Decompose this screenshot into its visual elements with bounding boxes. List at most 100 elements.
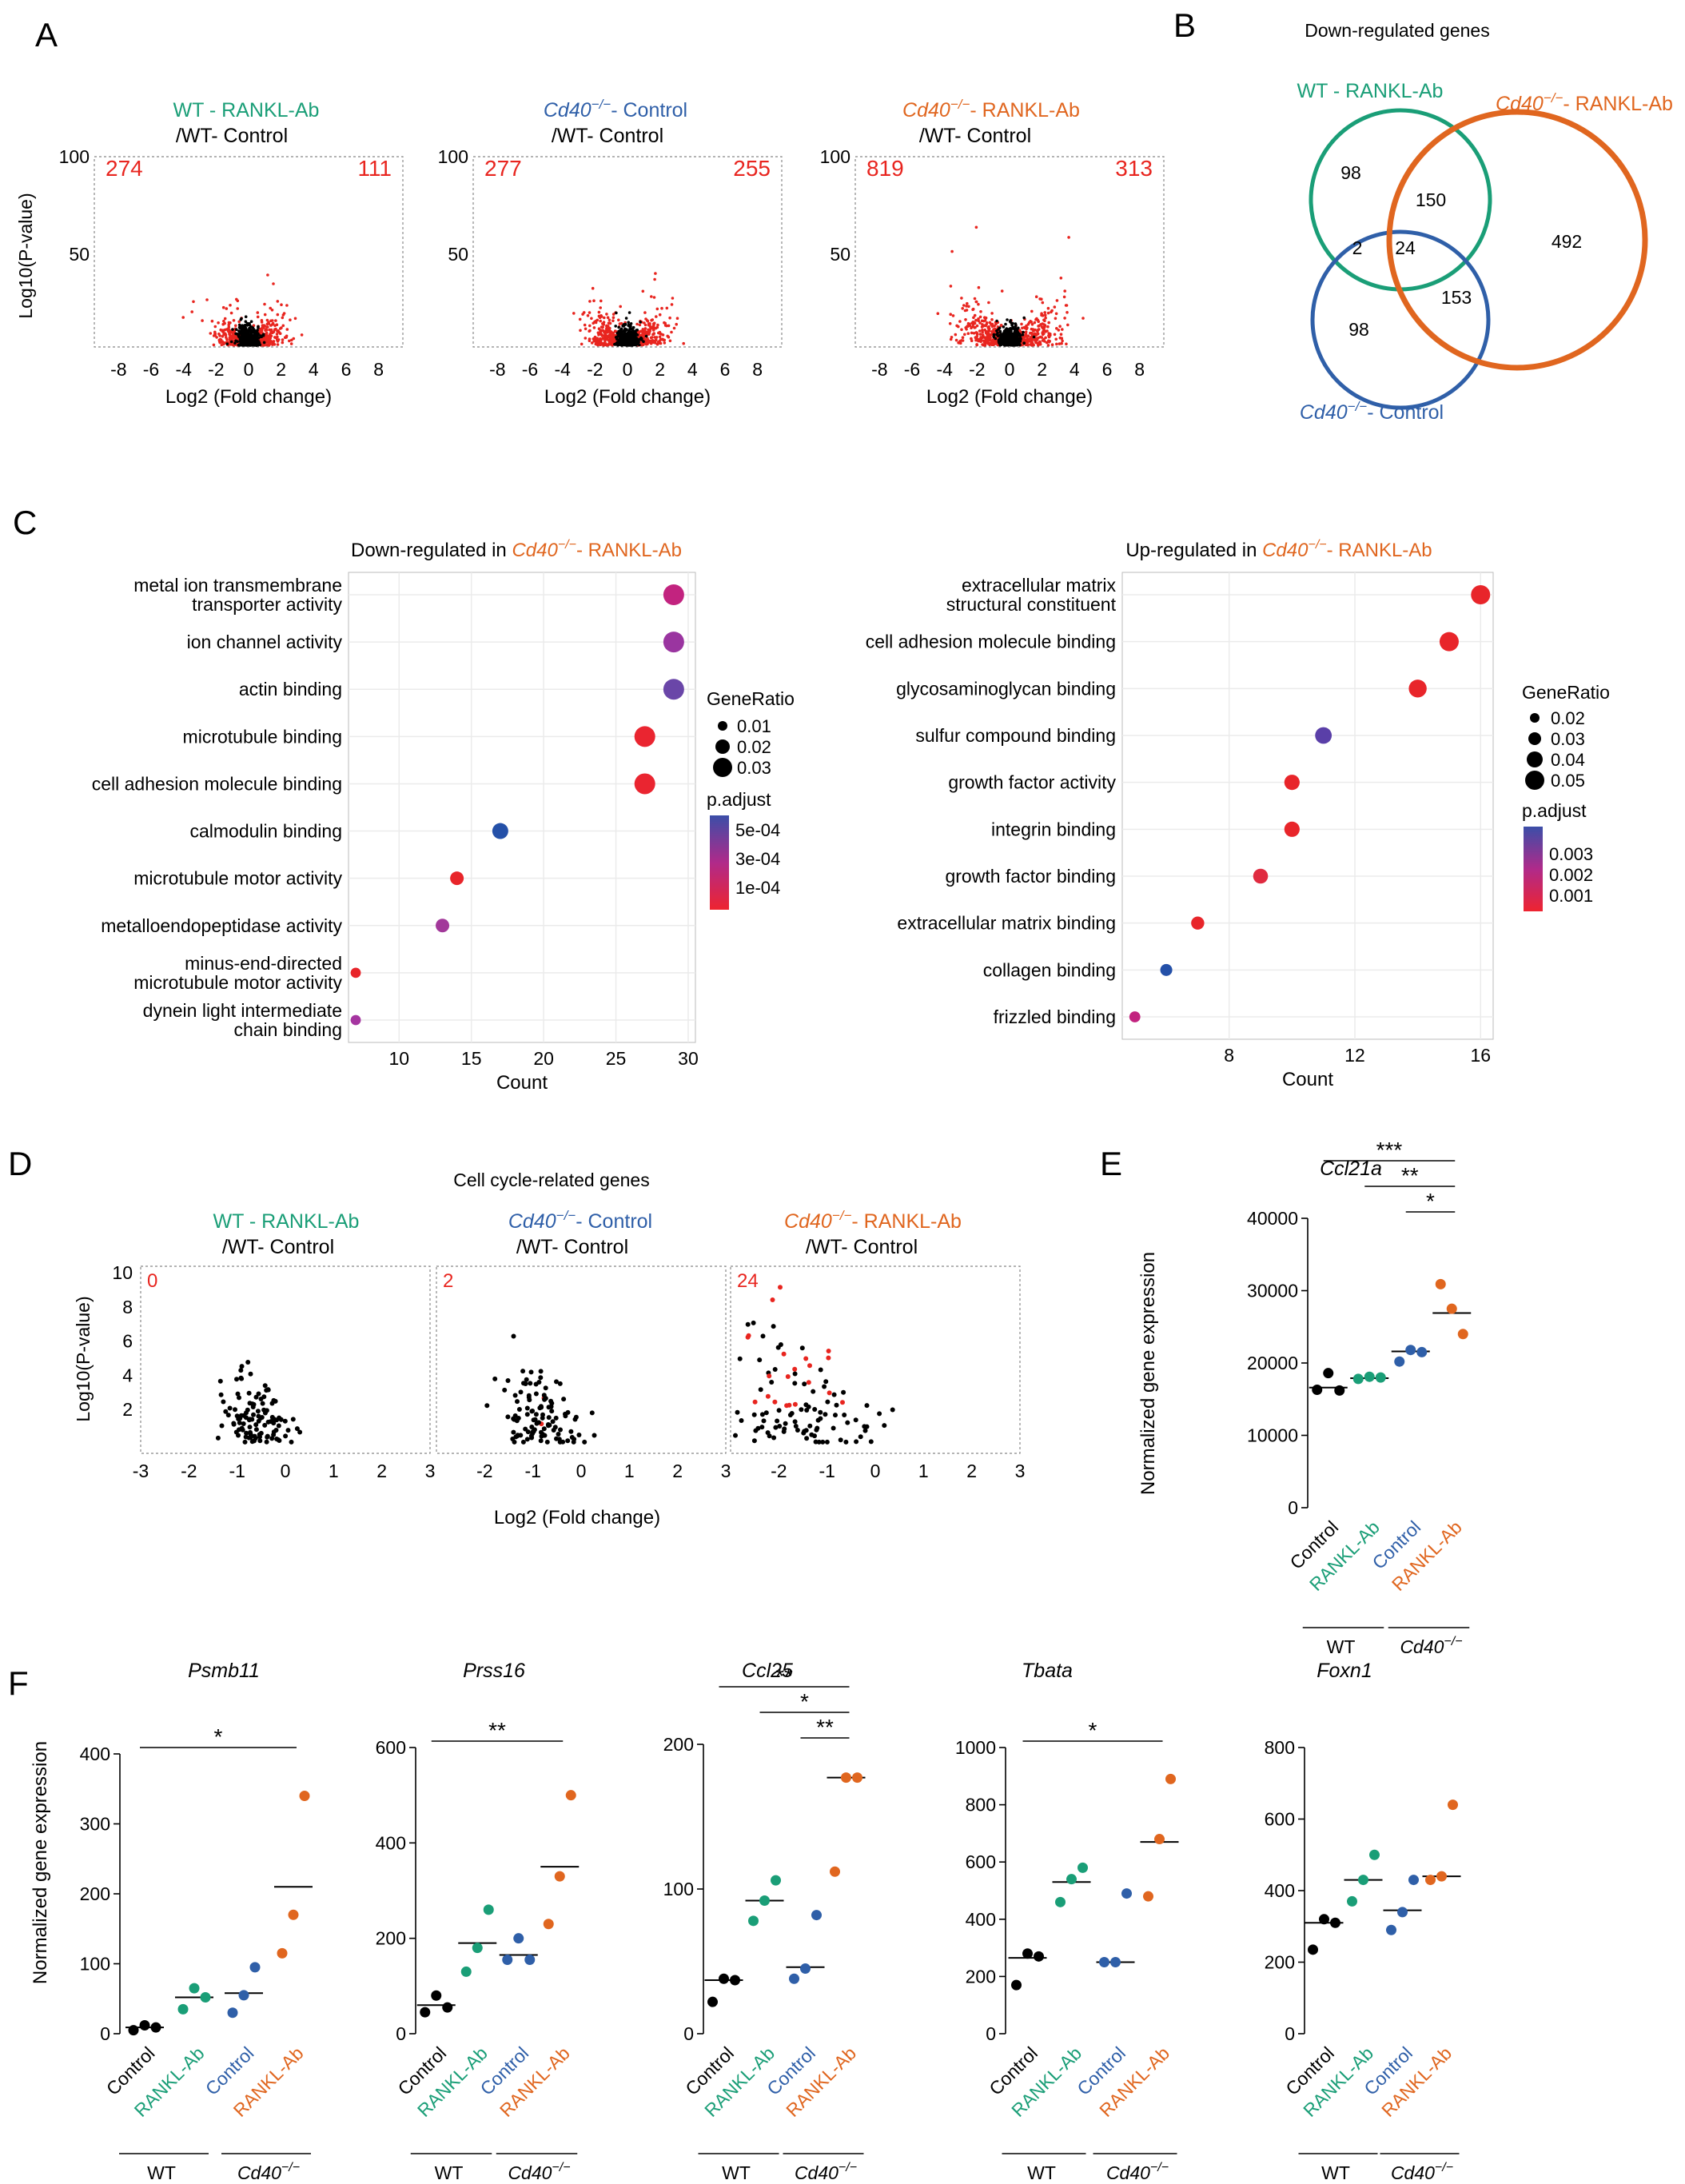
cc-point — [262, 1422, 268, 1428]
strip-gene-title: Foxn1 — [1317, 1660, 1372, 1682]
strip-point — [1425, 1875, 1436, 1886]
venn-count-wt-only: 98 — [1340, 162, 1361, 183]
volcano-point — [603, 316, 606, 320]
volcano-point — [1015, 328, 1019, 332]
volcano-x-tick: -2 — [587, 359, 603, 380]
volcano-point — [983, 339, 987, 342]
strip-point — [1375, 1372, 1386, 1383]
cc-plot-2: -2 -1 0 1 2 3 2 — [436, 1265, 731, 1481]
cc-point — [767, 1433, 772, 1439]
strip-point — [1055, 1896, 1066, 1907]
cc-point — [543, 1385, 548, 1391]
cc-x-tick: 3 — [721, 1461, 731, 1481]
volcano-point — [1082, 317, 1085, 320]
go-up-title: Up-regulated in Cd40−/−- RANKL-Ab — [1125, 538, 1432, 561]
go-term-label: metal ion transmembrane — [133, 575, 342, 596]
cc-point — [264, 1388, 269, 1393]
volcano-point — [988, 321, 992, 325]
strip-point — [1165, 1773, 1176, 1784]
cc-point — [812, 1407, 818, 1412]
strip-point — [1446, 1303, 1457, 1314]
volcano-point — [981, 330, 984, 334]
volcano-point — [221, 335, 225, 338]
cc-x-tick: -1 — [229, 1461, 245, 1481]
volcano-x-tick: 2 — [1037, 359, 1047, 380]
go-up-legend-size-1-dot — [1530, 713, 1540, 723]
volcano-point — [987, 327, 990, 331]
volcano-point — [605, 334, 608, 338]
cc-point — [589, 1410, 595, 1416]
volcano-point — [192, 300, 195, 304]
volcano-point — [1004, 342, 1007, 346]
go-dot — [350, 1014, 361, 1026]
volcano-point — [616, 331, 619, 335]
cc-point — [515, 1399, 520, 1405]
strip-point — [1386, 1924, 1396, 1935]
volcano-point — [635, 322, 639, 326]
strip-gene-title: Tbata — [1022, 1660, 1073, 1682]
volcano-point — [584, 337, 588, 340]
volcano-point — [190, 310, 193, 313]
cc-point — [248, 1371, 253, 1377]
cc-point — [834, 1402, 839, 1408]
cc-point — [802, 1381, 807, 1387]
volcano-point — [1041, 339, 1045, 342]
volcano-point — [1018, 332, 1021, 336]
volcano-x-tick: -4 — [554, 359, 571, 380]
cc-point — [539, 1405, 544, 1410]
strip-point — [1011, 1979, 1022, 1991]
go-x-tick: 16 — [1470, 1045, 1491, 1066]
go-dot — [634, 773, 655, 795]
strip-plot-ccl21a: Ccl21a010000200003000040000ControlRANKL-… — [1247, 1138, 1472, 1657]
volcano-point — [255, 337, 259, 341]
go-x-tick: 30 — [678, 1048, 699, 1069]
volcano-point — [623, 343, 627, 347]
go-x-axis-label: Count — [496, 1072, 548, 1094]
volcano-point — [240, 317, 243, 321]
volcano-point — [975, 324, 979, 328]
strip-y-tick: 300 — [80, 1814, 110, 1835]
cc-point — [529, 1409, 535, 1414]
volcano-point — [235, 297, 238, 301]
cc-point — [538, 1369, 544, 1374]
strip-point — [1352, 1373, 1364, 1385]
strip-y-tick: 100 — [80, 1954, 110, 1975]
go-up-legend-color-1: 0.003 — [1549, 844, 1593, 864]
go-down-legend-color-3: 1e-04 — [735, 878, 780, 898]
cc-point — [526, 1395, 532, 1400]
cc-x-tick: -3 — [133, 1461, 149, 1481]
cc-point — [237, 1420, 242, 1425]
volcano-point — [1000, 333, 1003, 337]
cc-point — [882, 1423, 887, 1429]
volcano-point — [652, 332, 655, 335]
strip-point — [1323, 1368, 1334, 1379]
go-x-axis-label: Count — [1282, 1069, 1333, 1090]
volcano-point — [578, 317, 582, 321]
volcano-point — [228, 329, 231, 332]
volcano-point — [217, 338, 221, 342]
cc-x-tick: -1 — [819, 1461, 835, 1481]
cc-point — [241, 1421, 246, 1426]
volcano-point — [655, 342, 659, 346]
volcano-point — [990, 312, 994, 315]
cc-point — [804, 1408, 810, 1413]
panel-d-cell-cycle: Cell cycle-related genes WT - RANKL-Ab /… — [73, 1170, 1025, 1528]
cc-plot-3: -2 -1 0 1 2 3 24 — [730, 1265, 1025, 1481]
volcano-point — [667, 324, 671, 328]
volcano-left-count: 819 — [866, 156, 904, 181]
volcano-point — [1063, 317, 1066, 320]
volcano-point — [269, 306, 273, 310]
strip-point — [1034, 1951, 1044, 1962]
volcano-point — [290, 338, 293, 342]
venn-title: Down-regulated genes — [1305, 20, 1489, 41]
cc-point — [820, 1439, 826, 1445]
go-dot — [634, 726, 655, 747]
volcano-point — [639, 321, 642, 324]
volcano-point — [1021, 333, 1025, 337]
cc-point — [548, 1398, 554, 1404]
volcano-point — [246, 322, 250, 325]
go-term-label: sulfur compound binding — [915, 725, 1116, 746]
volcano-x-tick: 0 — [1005, 359, 1015, 380]
go-term-label-line2: transporter activity — [192, 594, 342, 615]
cc-point — [512, 1413, 518, 1418]
